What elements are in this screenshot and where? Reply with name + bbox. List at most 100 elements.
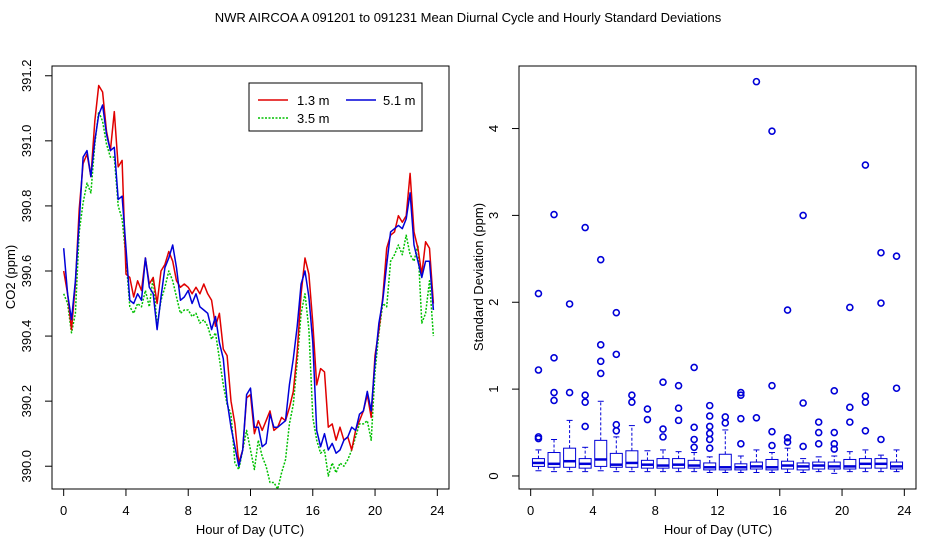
- outlier-point: [565, 300, 574, 308]
- outlier-point: [659, 425, 667, 433]
- outlier-point: [628, 391, 636, 399]
- left-panel-line-chart: 0 4 8 12 16 20 24 390.0 390.2 390.4 390.6 390.8 391…: [3, 59, 450, 537]
- left-x-tick-label: 8: [185, 503, 192, 518]
- right-x-label: Hour of Day (UTC): [664, 522, 772, 537]
- outlier-point: [861, 392, 870, 400]
- outlier-point: [799, 211, 807, 220]
- boxplot-hour-19.5: [827, 387, 841, 474]
- left-y-axis: 390.0 390.2 390.4 390.6 390.8 391.0 391.2: [19, 59, 53, 482]
- boxplot-hour-22.5: [874, 248, 888, 473]
- boxplot-hour-12.5: [718, 413, 732, 473]
- left-x-tick-label: 12: [243, 503, 257, 518]
- right-x-axis: 0 4 8 12 16 20 24: [527, 488, 912, 518]
- outlier-point: [550, 396, 558, 405]
- outlier-point: [659, 433, 667, 441]
- outlier-point: [581, 398, 589, 406]
- outlier-point: [550, 210, 558, 219]
- outlier-point: [752, 413, 761, 422]
- outlier-point: [737, 440, 745, 448]
- outlier-point: [534, 289, 543, 298]
- right-x-tick-label: 12: [710, 503, 724, 518]
- outlier-point: [705, 412, 714, 420]
- boxplot-hour-7.5: [640, 405, 654, 473]
- boxplot-hour-20.5: [843, 303, 857, 473]
- outlier-point: [581, 391, 589, 399]
- outlier-point: [674, 381, 683, 390]
- right-x-tick-label: 20: [835, 503, 849, 518]
- legend: 1.3 m 3.5 m 5.1 m: [248, 82, 423, 132]
- outlier-point: [612, 308, 621, 317]
- left-y-tick-label: 390.6: [19, 255, 34, 288]
- left-y-tick-label: 390.8: [19, 190, 34, 223]
- outlier-point: [721, 419, 730, 427]
- boxplot-hour-13.5: [734, 388, 748, 473]
- outlier-point: [830, 440, 839, 448]
- boxplot-hour-18.5: [812, 418, 826, 473]
- boxplot-hour-21.5: [858, 161, 872, 473]
- right-x-tick-label: 24: [897, 503, 911, 518]
- outlier-point: [846, 303, 854, 312]
- legend-label-1-3m: 1.3 m: [297, 93, 330, 108]
- outlier-point: [783, 433, 792, 442]
- left-x-axis: 0 4 8 12 16 20 24: [60, 488, 445, 518]
- outlier-point: [690, 435, 698, 444]
- outlier-point: [768, 441, 776, 450]
- outlier-point: [674, 404, 683, 413]
- outlier-point: [846, 418, 854, 426]
- box: [547, 452, 561, 468]
- right-y-axis: 0 1 2 3 4: [486, 125, 520, 480]
- boxplot-hour-16.5: [781, 306, 795, 473]
- boxplot-hour-9.5: [672, 381, 686, 473]
- outlier-point: [596, 341, 605, 349]
- boxplot-hour-1.5: [547, 210, 561, 473]
- series-line-5-1-m: [62, 104, 435, 467]
- boxplot-hour-6.5: [625, 391, 639, 473]
- right-y-tick-label: 4: [486, 125, 501, 132]
- box: [594, 439, 608, 467]
- outlier-point: [799, 399, 807, 407]
- outlier-point: [550, 354, 558, 362]
- outlier-point: [721, 413, 730, 421]
- outlier-point: [737, 414, 745, 423]
- boxplot-hour-4.5: [594, 255, 608, 472]
- outlier-point: [737, 388, 745, 397]
- outlier-point: [861, 161, 870, 169]
- box: [718, 453, 732, 471]
- legend-box: [248, 82, 423, 132]
- outlier-point: [581, 422, 589, 431]
- box: [687, 459, 701, 469]
- box: [765, 458, 779, 471]
- outlier-point: [612, 350, 621, 359]
- outlier-point: [752, 77, 761, 86]
- outlier-point: [846, 403, 854, 412]
- outlier-point: [643, 405, 652, 413]
- left-x-tick-label: 0: [60, 503, 67, 518]
- outlier-point: [659, 378, 667, 386]
- right-x-tick-label: 0: [527, 503, 534, 518]
- outlier-point: [596, 255, 605, 264]
- right-y-tick-label: 2: [486, 299, 501, 306]
- left-y-tick-label: 391.2: [19, 59, 34, 92]
- outlier-point: [705, 429, 714, 438]
- outlier-point: [705, 444, 714, 452]
- legend-label-3-5m: 3.5 m: [297, 111, 330, 126]
- boxplot-hour-10.5: [687, 363, 701, 473]
- outlier-point: [783, 438, 792, 446]
- boxplot-hour-3.5: [578, 223, 592, 473]
- boxplot-hour-17.5: [796, 211, 810, 473]
- outlier-point: [892, 384, 901, 393]
- left-series-lines: [62, 84, 435, 490]
- outlier-point: [690, 363, 698, 372]
- boxplot-hour-2.5: [563, 300, 577, 473]
- outlier-point: [705, 401, 714, 410]
- left-x-tick-label: 16: [306, 503, 320, 518]
- series-line-3-5-m: [63, 110, 435, 490]
- left-y-tick-label: 390.4: [19, 320, 34, 353]
- boxplot-hour-5.5: [609, 308, 623, 473]
- right-y-tick-label: 0: [486, 472, 501, 479]
- right-x-tick-label: 4: [589, 503, 596, 518]
- outlier-point: [612, 420, 621, 429]
- outlier-point: [892, 252, 901, 261]
